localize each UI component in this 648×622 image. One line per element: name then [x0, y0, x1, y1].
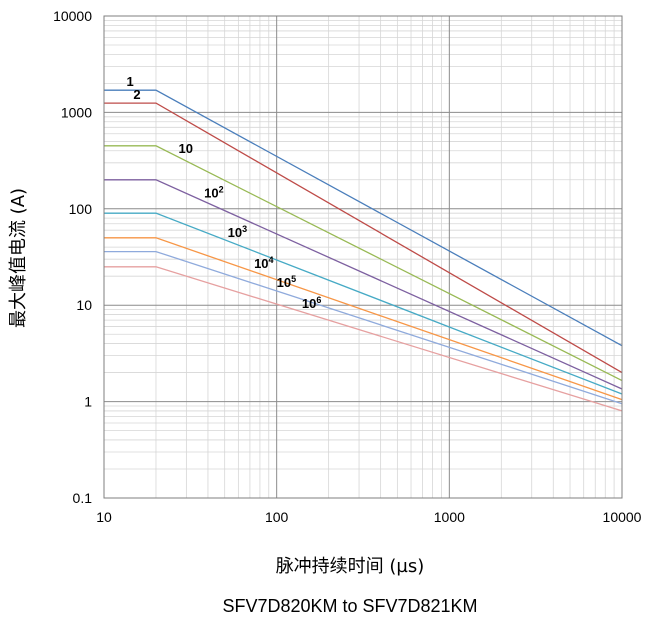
series-line [104, 179, 623, 390]
series-line [104, 250, 623, 405]
series-label: 103 [228, 224, 247, 240]
x-tick-labels: 10 100 1000 10000 [96, 509, 641, 525]
y-tick-label: 100 [69, 201, 93, 217]
series-lines [104, 89, 623, 412]
series-line [104, 237, 623, 401]
x-axis-label: 脉冲持续时间 (µs) [276, 556, 425, 577]
series-label: 1 [127, 74, 134, 89]
series-label: 2 [133, 87, 140, 102]
series-line [104, 102, 623, 374]
plot-frame [103, 15, 623, 499]
y-tick-label: 1 [84, 394, 92, 410]
x-tick-label: 1000 [434, 509, 465, 525]
series-line [104, 212, 623, 395]
y-tick-label: 10000 [53, 8, 92, 24]
x-tick-label: 100 [265, 509, 289, 525]
series-line [104, 89, 623, 347]
chart-subtitle: SFV7D820KM to SFV7D821KM [222, 596, 477, 616]
minor-grid [104, 16, 622, 498]
y-axis-label: 最大峰值电流 (A) [8, 188, 29, 328]
series-line [104, 266, 623, 412]
series-line [104, 145, 623, 382]
series-label: 10 [178, 141, 192, 156]
x-tick-label: 10000 [603, 509, 642, 525]
y-tick-label: 10 [76, 297, 92, 313]
major-grid [103, 15, 623, 499]
series-label: 106 [302, 295, 321, 311]
y-tick-label: 0.1 [73, 490, 93, 506]
y-tick-label: 1000 [61, 104, 92, 120]
series-label: 102 [204, 184, 223, 200]
series-label: 105 [277, 274, 296, 290]
series-label: 104 [254, 255, 273, 271]
y-tick-labels: 0.1 1 10 100 1000 10000 [53, 8, 92, 506]
x-tick-label: 10 [96, 509, 112, 525]
